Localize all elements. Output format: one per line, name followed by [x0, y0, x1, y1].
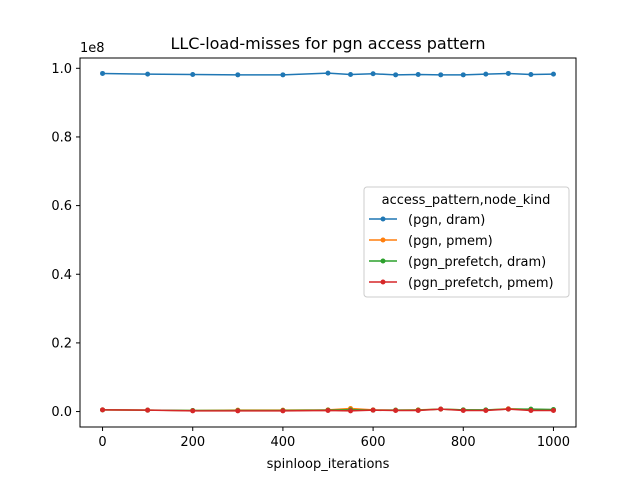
- series-3: [100, 406, 556, 414]
- data-point: [145, 407, 151, 413]
- data-point: [100, 70, 106, 76]
- series-lines: [100, 70, 556, 414]
- data-point: [460, 72, 466, 78]
- y-tick-label: 0.6: [51, 199, 72, 214]
- data-point: [145, 71, 151, 77]
- x-tick-label: 800: [451, 435, 476, 450]
- data-point: [235, 408, 241, 414]
- x-axis-label: spinloop_iterations: [267, 457, 390, 472]
- legend-entry: (pgn, pmem): [369, 234, 493, 249]
- legend-marker: [380, 279, 386, 285]
- data-point: [190, 408, 196, 414]
- legend-label: (pgn_prefetch, dram): [408, 255, 546, 270]
- legend: access_pattern,node_kind (pgn, dram)(pgn…: [363, 186, 570, 298]
- data-point: [550, 71, 556, 77]
- data-point: [280, 408, 286, 414]
- x-tick-label: 400: [270, 435, 295, 450]
- legend-label: (pgn, pmem): [408, 234, 493, 249]
- data-point: [438, 72, 444, 78]
- plot-frame: [79, 57, 577, 428]
- legend-entries: (pgn, dram) (pgn, pmem) (pgn_prefetch, dra…: [369, 213, 554, 291]
- legend-label: (pgn_prefetch, pmem): [408, 276, 554, 291]
- x-tick-label: 600: [361, 435, 386, 450]
- data-point: [370, 71, 376, 77]
- data-point: [505, 406, 511, 412]
- legend-title: access_pattern,node_kind: [382, 193, 551, 208]
- data-point: [415, 71, 421, 77]
- legend-box: [363, 186, 570, 298]
- data-point: [370, 407, 376, 413]
- legend-marker: [380, 216, 386, 222]
- data-point: [460, 408, 466, 414]
- data-point: [325, 70, 331, 76]
- legend-label: (pgn, dram): [408, 213, 485, 228]
- data-point: [415, 408, 421, 414]
- y-tick-label: 1.0: [51, 62, 72, 77]
- data-point: [393, 72, 399, 78]
- data-point: [280, 72, 286, 78]
- data-point: [393, 408, 399, 414]
- series-line: [102, 408, 554, 412]
- x-tick-label: 200: [180, 435, 205, 450]
- plot-area: [79, 57, 577, 428]
- data-point: [235, 72, 241, 78]
- data-point: [528, 408, 534, 414]
- y-tick-label: 0.4: [51, 268, 72, 283]
- legend-entry: (pgn_prefetch, dram): [369, 255, 546, 270]
- x-tick-label: 0: [98, 435, 106, 450]
- data-point: [505, 70, 511, 76]
- legend-marker: [380, 237, 386, 243]
- data-point: [483, 408, 489, 414]
- series-0: [100, 70, 556, 78]
- y-tick-label: 0.0: [51, 405, 72, 420]
- legend-entry: (pgn, dram): [369, 213, 485, 228]
- data-point: [483, 71, 489, 77]
- data-point: [190, 71, 196, 77]
- legend-entry: (pgn_prefetch, pmem): [369, 276, 554, 291]
- data-point: [348, 408, 354, 414]
- x-axis: 0 200 400 600 800 1000: [98, 427, 570, 450]
- data-point: [348, 71, 354, 77]
- y-offset-label: 1e8: [80, 41, 105, 56]
- x-tick-label: 1000: [537, 435, 570, 450]
- legend-marker: [380, 258, 386, 264]
- series-line: [102, 72, 554, 76]
- y-tick-label: 0.2: [51, 336, 72, 351]
- data-point: [550, 408, 556, 414]
- data-point: [100, 407, 106, 413]
- data-point: [325, 408, 331, 414]
- y-tick-label: 0.8: [51, 130, 72, 145]
- y-axis: 0.0 0.2 0.4 0.6 0.8 1.0: [51, 62, 80, 420]
- data-point: [528, 71, 534, 77]
- data-point: [438, 406, 444, 412]
- chart-title: LLC-load-misses for pgn access pattern: [170, 34, 485, 53]
